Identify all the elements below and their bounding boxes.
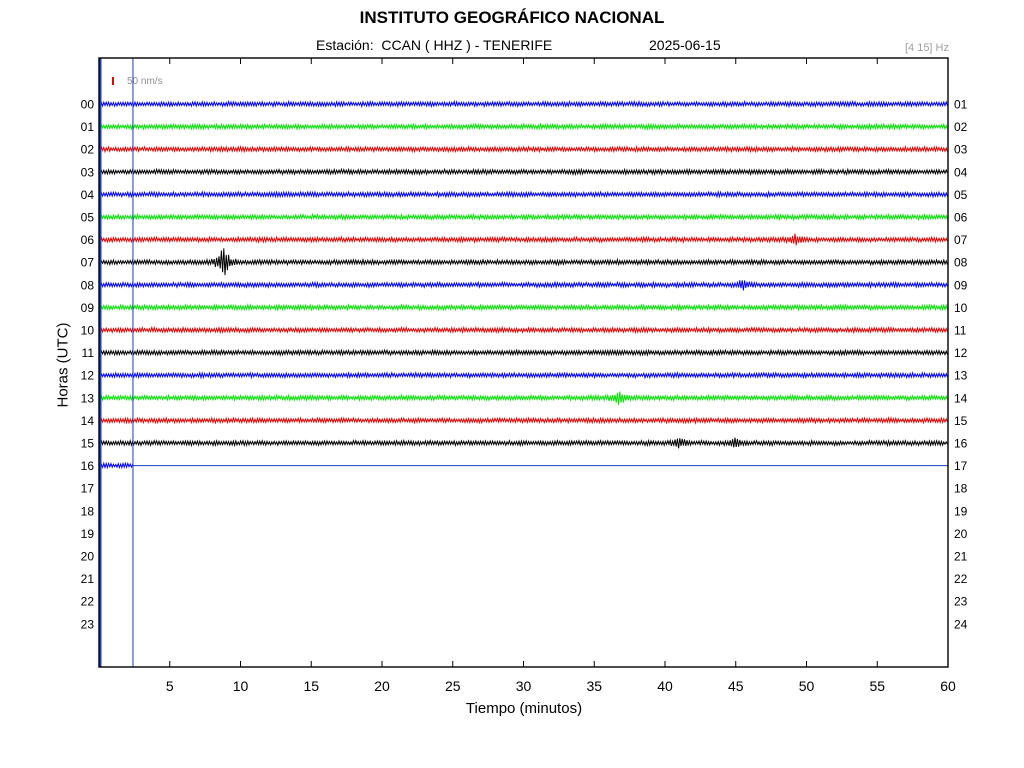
x-axis-label: Tiempo (minutos)	[465, 700, 583, 717]
overlays-group	[99, 58, 948, 667]
left-hour-label: 10	[81, 324, 95, 338]
trace-hour-12	[98, 370, 948, 380]
left-hour-label: 00	[81, 98, 95, 112]
trace-hour-05	[98, 212, 948, 222]
left-hour-label: 01	[81, 120, 95, 134]
trace-hour-13	[98, 391, 948, 405]
left-hour-label: 19	[81, 527, 95, 541]
right-hour-label: 16	[954, 437, 968, 451]
right-hour-label: 02	[954, 120, 968, 134]
right-hour-label: 14	[954, 391, 968, 405]
trace-hour-00	[98, 99, 948, 109]
trace-hour-09	[98, 303, 948, 312]
chart-title: INSTITUTO GEOGRÁFICO NACIONAL	[359, 8, 665, 27]
left-hour-label: 14	[81, 414, 95, 428]
left-hour-label: 22	[81, 595, 95, 609]
trace-hour-03	[98, 167, 948, 177]
left-hour-label: 07	[81, 256, 95, 270]
station-label: Estación: CCAN ( HHZ ) - TENERIFE	[316, 37, 553, 53]
left-hour-label: 23	[81, 617, 95, 631]
trace-hour-16	[98, 461, 134, 470]
left-hour-label: 11	[82, 346, 95, 360]
x-tick-label: 30	[516, 678, 532, 694]
right-hour-label: 05	[954, 188, 968, 202]
right-hour-label: 11	[954, 324, 967, 338]
trace-hour-01	[98, 122, 948, 131]
right-hour-label: 09	[954, 278, 968, 292]
x-tick-label: 5	[166, 678, 174, 694]
left-hour-label: 06	[81, 233, 95, 247]
trace-hour-08	[98, 280, 948, 291]
amplitude-scale-label: 50 nm/s	[127, 76, 163, 87]
left-hour-label: 12	[81, 369, 95, 383]
right-hour-label: 24	[954, 617, 968, 631]
left-hour-label: 05	[81, 211, 95, 225]
right-hour-label: 06	[954, 211, 968, 225]
x-tick-label: 55	[869, 678, 885, 694]
right-hour-label: 20	[954, 527, 968, 541]
date-label: 2025-06-15	[649, 37, 721, 53]
trace-hour-15	[98, 437, 948, 449]
left-hour-label: 02	[81, 143, 95, 157]
trace-hour-06	[98, 233, 948, 246]
right-hour-label: 08	[954, 256, 968, 270]
trace-hour-14	[98, 416, 948, 425]
right-hour-label: 18	[954, 482, 968, 496]
left-hour-label: 16	[81, 459, 95, 473]
trace-hour-02	[98, 144, 948, 154]
left-hour-label: 03	[81, 165, 95, 179]
x-tick-label: 25	[445, 678, 461, 694]
right-hour-label: 15	[954, 414, 968, 428]
left-hour-label: 15	[81, 437, 95, 451]
right-hour-label: 04	[954, 165, 968, 179]
right-hour-label: 19	[954, 504, 968, 518]
axis-ticks-group: 00 01 02 03 04 05 06 07 08 09 10 11 12 13 14 15 16 17 18 19…	[81, 58, 968, 694]
x-tick-label: 40	[657, 678, 673, 694]
left-hour-label: 13	[81, 391, 95, 405]
right-hour-label: 22	[954, 572, 968, 586]
right-hour-label: 23	[954, 595, 968, 609]
x-tick-label: 60	[940, 678, 956, 694]
left-hour-label: 08	[81, 278, 95, 292]
x-tick-label: 35	[586, 678, 602, 694]
right-hour-label: 01	[954, 98, 968, 112]
trace-hour-04	[98, 190, 948, 199]
traces-group	[98, 99, 948, 470]
left-hour-label: 17	[81, 482, 95, 496]
left-hour-label: 20	[81, 550, 95, 564]
x-tick-label: 15	[303, 678, 319, 694]
x-tick-label: 45	[728, 678, 744, 694]
trace-hour-10	[98, 325, 948, 335]
right-hour-label: 03	[954, 143, 968, 157]
x-tick-label: 50	[799, 678, 815, 694]
left-hour-label: 18	[81, 504, 95, 518]
right-hour-label: 21	[954, 550, 968, 564]
right-hour-label: 12	[954, 346, 968, 360]
trace-hour-11	[98, 348, 948, 357]
frequency-band-label: [4 15] Hz	[904, 42, 949, 54]
left-hour-label: 09	[81, 301, 95, 315]
right-hour-label: 10	[954, 301, 968, 315]
x-tick-label: 10	[233, 678, 249, 694]
right-hour-label: 07	[954, 233, 968, 247]
right-hour-label: 17	[954, 459, 968, 473]
right-hour-label: 13	[954, 369, 968, 383]
trace-hour-07	[98, 248, 948, 276]
left-hour-label: 21	[81, 572, 95, 586]
left-hour-label: 04	[81, 188, 95, 202]
x-tick-label: 20	[374, 678, 390, 694]
